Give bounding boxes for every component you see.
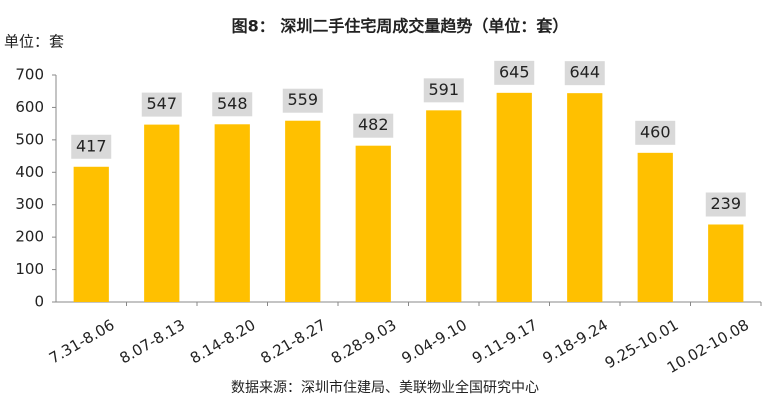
- bar: [496, 92, 532, 302]
- value-label-box: [635, 120, 676, 145]
- x-tick-label: 8.28-9.03: [328, 316, 400, 368]
- value-label: 591: [428, 80, 459, 99]
- value-label-box: [71, 134, 112, 159]
- bar: [144, 124, 180, 302]
- bar: [73, 166, 109, 302]
- value-label: 547: [146, 94, 177, 113]
- y-tick-label: 400: [15, 163, 44, 181]
- value-label-box: [423, 78, 464, 103]
- value-label-box: [282, 88, 323, 113]
- bar: [637, 152, 673, 302]
- value-label: 239: [710, 194, 741, 213]
- bar: [708, 224, 744, 302]
- value-label-box: [141, 92, 182, 117]
- y-tick-label: 700: [15, 66, 44, 84]
- source: 数据来源：深圳市住建局、美联物业全国研究中心: [231, 379, 539, 396]
- y-axis-label: 单位：套: [4, 33, 64, 51]
- y-tick-label: 0: [34, 293, 44, 311]
- x-tick-label: 7.31-8.06: [46, 316, 118, 368]
- y-tick-label: 100: [15, 260, 44, 278]
- value-label-box: [353, 113, 394, 138]
- value-label: 645: [499, 62, 530, 81]
- y-tick-label: 500: [15, 130, 44, 148]
- x-tick-label: 8.07-8.13: [116, 316, 188, 368]
- value-label-box: [564, 61, 605, 86]
- value-label: 559: [287, 90, 318, 109]
- x-tick-label: 8.14-8.20: [187, 316, 259, 368]
- bar: [285, 120, 321, 302]
- x-tick-label: 8.21-8.27: [257, 316, 329, 368]
- value-label-box: [212, 92, 253, 117]
- value-label-box: [705, 192, 746, 217]
- bar: [426, 110, 462, 303]
- value-label-box: [494, 60, 535, 85]
- x-tick-label: 9.11-9.17: [469, 316, 541, 368]
- value-label: 417: [76, 136, 107, 155]
- y-tick-label: 600: [15, 98, 44, 116]
- bar: [355, 145, 391, 302]
- x-tick-label: 9.04-9.10: [398, 316, 470, 368]
- value-label: 460: [640, 122, 671, 141]
- y-tick-label: 200: [15, 228, 44, 246]
- value-label: 548: [217, 94, 248, 113]
- value-label: 482: [358, 115, 389, 134]
- value-label: 644: [569, 63, 600, 82]
- x-tick-label: 9.18-9.24: [539, 316, 611, 368]
- y-tick-label: 300: [15, 195, 44, 213]
- bar: [567, 93, 603, 302]
- chart-title: 图8： 深圳二手住宅周成交量趋势（单位：套）: [232, 17, 569, 36]
- bar: [214, 124, 250, 302]
